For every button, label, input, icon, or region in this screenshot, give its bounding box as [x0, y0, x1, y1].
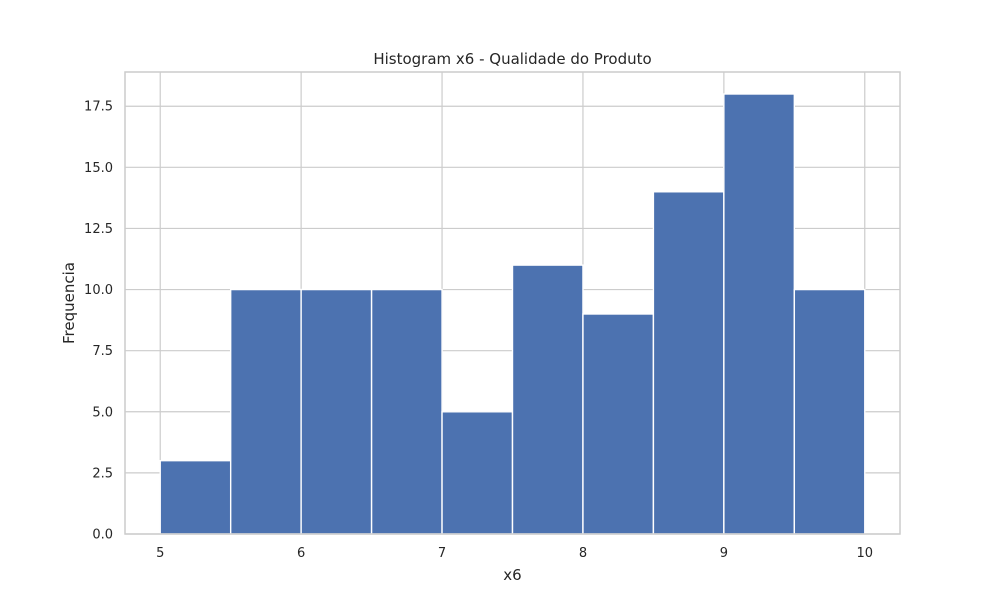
histogram-bar-7	[652, 191, 725, 535]
y-tick-label-5: 12.5	[84, 222, 113, 237]
x-tick-labels: 5 6 7 8 9 10	[156, 546, 873, 561]
y-tick-labels: 0.0 2.5 5.0 7.5 10.0 12.5 15.0 17.5	[84, 100, 113, 543]
y-tick-label-7: 17.5	[84, 100, 113, 115]
y-axis-label: Frequencia	[60, 262, 78, 344]
histogram-bar-2	[300, 288, 373, 535]
y-tick-label-1: 2.5	[92, 466, 113, 481]
x-tick-label-1: 6	[297, 546, 305, 561]
x-tick-label-4: 9	[720, 546, 728, 561]
y-tick-label-2: 5.0	[92, 405, 113, 420]
y-tick-label-3: 7.5	[92, 344, 113, 359]
x-tick-label-5: 10	[856, 546, 873, 561]
histogram-bar-4	[441, 411, 514, 535]
y-tick-label-4: 10.0	[84, 283, 113, 298]
plot-frame	[124, 71, 901, 535]
histogram-bar-8	[723, 93, 796, 535]
x-tick-label-0: 5	[156, 546, 164, 561]
chart-title: Histogram x6 - Qualidade do Produto	[373, 50, 651, 68]
histogram-bar-9	[793, 288, 866, 535]
y-tick-label-6: 15.0	[84, 161, 113, 176]
histogram-bar-6	[582, 313, 655, 535]
x-axis-label: x6	[503, 566, 521, 584]
x-tick-label-3: 8	[579, 546, 587, 561]
histogram-bar-1	[229, 288, 302, 535]
x-tick-label-2: 7	[438, 546, 446, 561]
histogram-bar-0	[159, 459, 232, 535]
histogram-bar-5	[511, 264, 584, 535]
histogram-bar-3	[370, 288, 443, 535]
histogram-bars	[159, 93, 866, 535]
y-tick-label-0: 0.0	[92, 528, 113, 543]
